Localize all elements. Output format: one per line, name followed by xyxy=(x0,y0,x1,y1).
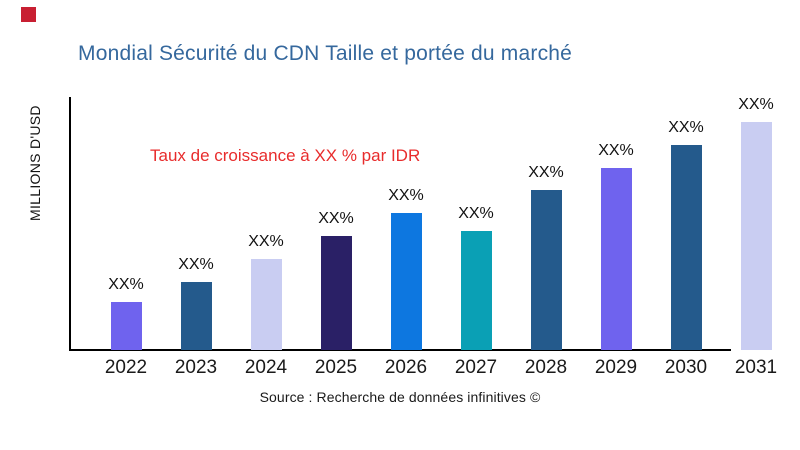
x-axis-line xyxy=(69,349,731,351)
bar-value-label-2023: XX% xyxy=(178,256,214,273)
bar-2029 xyxy=(600,168,632,350)
bar-value-label-2028: XX% xyxy=(528,164,564,181)
x-tick-2025: 2025 xyxy=(314,357,358,378)
bar-2024 xyxy=(250,259,282,350)
x-tick-2027: 2027 xyxy=(454,357,498,378)
bar-2026 xyxy=(390,213,422,350)
x-tick-2024: 2024 xyxy=(244,357,288,378)
bar-value-label-2029: XX% xyxy=(598,142,634,159)
chart-title: Mondial Sécurité du CDN Taille et portée… xyxy=(78,42,573,65)
x-tick-2028: 2028 xyxy=(524,357,568,378)
bar-2025 xyxy=(320,236,352,350)
x-tick-2023: 2023 xyxy=(174,357,218,378)
x-tick-2030: 2030 xyxy=(664,357,708,378)
bar-value-label-2026: XX% xyxy=(388,187,424,204)
bar-value-label-2022: XX% xyxy=(108,276,144,293)
x-tick-2031: 2031 xyxy=(734,357,778,378)
bar-value-label-2024: XX% xyxy=(248,233,284,250)
source-caption: Source : Recherche de données infinitive… xyxy=(259,389,541,405)
bar-2022 xyxy=(110,302,142,350)
x-tick-2029: 2029 xyxy=(594,357,638,378)
bar-2031 xyxy=(740,122,772,350)
x-tick-2026: 2026 xyxy=(384,357,428,378)
bar-value-label-2025: XX% xyxy=(318,210,354,227)
x-tick-2022: 2022 xyxy=(104,357,148,378)
bar-2030 xyxy=(670,145,702,350)
bar-2027 xyxy=(460,231,492,350)
growth-rate-annotation: Taux de croissance à XX % par IDR xyxy=(150,146,421,165)
bar-value-label-2030: XX% xyxy=(668,119,704,136)
bar-2023 xyxy=(180,282,212,350)
bar-value-label-2027: XX% xyxy=(458,205,494,222)
y-axis-line xyxy=(69,97,71,351)
brand-logo-mark xyxy=(21,7,36,22)
bar-value-label-2031: XX% xyxy=(738,96,774,113)
bar-2028 xyxy=(530,190,562,350)
